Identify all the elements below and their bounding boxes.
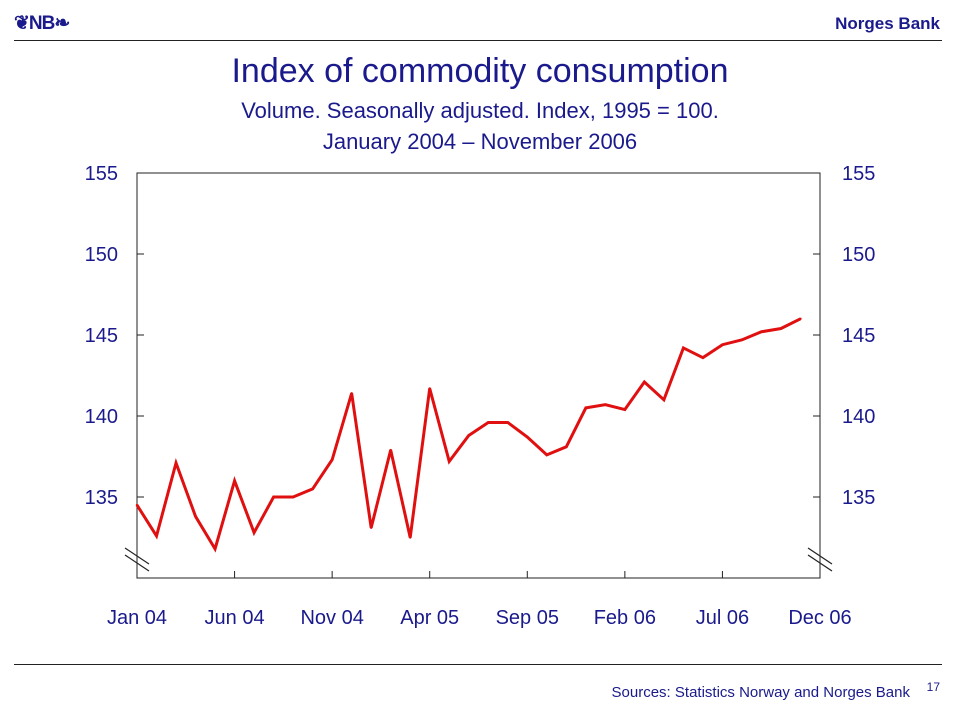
data-point — [565, 445, 568, 448]
axis-break-left — [124, 547, 150, 565]
data-point — [467, 434, 470, 437]
data-point — [740, 338, 744, 342]
y-tick-label-left: 155 — [85, 163, 118, 185]
plot-area-frame — [136, 172, 821, 579]
data-point — [350, 392, 353, 395]
chart-subtitle-line-1: Volume. Seasonally adjusted. Index, 1995… — [241, 98, 719, 123]
data-point — [213, 547, 217, 551]
axis-break-left — [124, 554, 150, 572]
x-tick-label: Sep 05 — [496, 607, 559, 629]
x-tick-label: Dec 06 — [788, 607, 851, 629]
data-point — [487, 421, 490, 424]
axis-break-right — [807, 547, 833, 565]
norges-bank-logo: ❦NB❧ — [14, 13, 70, 34]
data-point — [135, 503, 139, 507]
bank-name: Norges Bank — [835, 14, 940, 33]
data-point — [233, 479, 236, 482]
series-line — [135, 317, 802, 553]
data-point — [330, 458, 334, 461]
data-point — [428, 387, 431, 390]
page-number: 17 — [926, 680, 940, 694]
data-point — [448, 460, 451, 463]
data-point — [409, 536, 412, 539]
y-tick-label-right: 150 — [842, 244, 875, 266]
data-point — [545, 453, 548, 457]
data-point — [194, 515, 197, 518]
data-point — [252, 531, 256, 534]
x-tick-label: Jan 04 — [107, 607, 167, 629]
data-point — [760, 330, 763, 333]
data-point — [506, 421, 509, 424]
data-point — [799, 317, 802, 320]
data-point — [682, 346, 685, 350]
x-tick-label: Feb 06 — [594, 607, 656, 629]
data-point — [701, 356, 705, 359]
y-tick-label-left: 140 — [85, 406, 118, 428]
footer-divider — [14, 664, 942, 665]
y-tick-label-right: 155 — [842, 163, 875, 185]
source-note: Sources: Statistics Norway and Norges Ba… — [611, 684, 910, 701]
data-point — [604, 403, 607, 406]
data-point — [526, 435, 529, 439]
x-tick-label: Nov 04 — [300, 607, 363, 629]
data-point — [389, 448, 392, 452]
data-point — [584, 406, 588, 410]
data-point — [174, 461, 178, 465]
y-tick-label-right: 140 — [842, 406, 875, 428]
y-tick-label-right: 135 — [842, 487, 875, 509]
data-point — [311, 487, 314, 491]
data-point — [643, 380, 646, 384]
data-point — [155, 534, 158, 538]
data-point — [623, 408, 627, 411]
y-tick-label-left: 145 — [85, 325, 118, 347]
y-tick-label-left: 135 — [85, 487, 118, 509]
x-tick-label: Jul 06 — [696, 607, 749, 629]
data-point — [272, 495, 275, 499]
x-tick-label: Apr 05 — [400, 607, 459, 629]
data-point — [662, 398, 666, 401]
y-tick-label-right: 145 — [842, 325, 875, 347]
axis-break-right — [807, 554, 833, 572]
data-point — [369, 526, 373, 529]
data-point — [779, 327, 783, 330]
chart-subtitle-line-2: January 2004 – November 2006 — [322, 129, 638, 154]
header-divider — [14, 40, 942, 41]
y-tick-label-left: 150 — [85, 244, 118, 266]
data-point — [291, 495, 295, 499]
data-point — [721, 343, 724, 346]
x-tick-label: Jun 04 — [205, 607, 265, 629]
chart-title: Index of commodity consumption — [231, 52, 729, 90]
